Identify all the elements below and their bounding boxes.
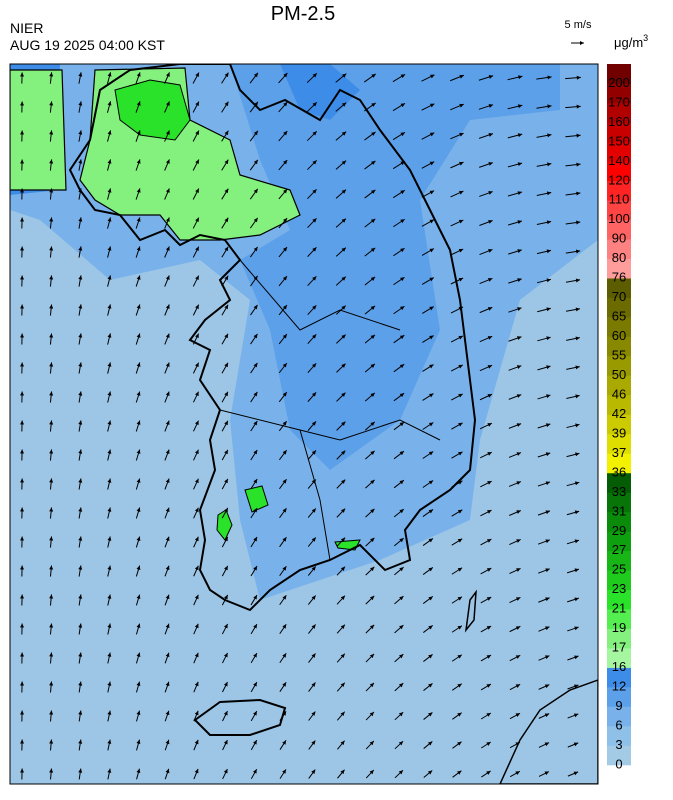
map — [10, 64, 598, 784]
wind-scale-label: 5 m/s — [565, 19, 592, 31]
colorbar-label: 37 — [612, 445, 626, 460]
colorbar-label: 200 — [608, 75, 630, 90]
colorbar-label: 46 — [612, 386, 626, 401]
colorbar: 0369121617192123252729313336373942465055… — [607, 64, 631, 771]
colorbar-label: 80 — [612, 250, 626, 265]
colorbar-label: 6 — [615, 717, 622, 732]
colorbar-label: 120 — [608, 172, 630, 187]
colorbar-label: 42 — [612, 406, 626, 421]
colorbar-label: 50 — [612, 367, 626, 382]
title: PM-2.5 — [271, 3, 335, 25]
colorbar-label: 70 — [612, 289, 626, 304]
colorbar-label: 31 — [612, 503, 626, 518]
colorbar-label: 110 — [609, 192, 630, 207]
colorbar-label: 36 — [612, 464, 626, 479]
colorbar-label: 60 — [612, 328, 626, 343]
colorbar-label: 21 — [612, 601, 626, 616]
colorbar-label: 100 — [608, 211, 630, 226]
colorbar-label: 9 — [615, 698, 622, 713]
colorbar-label: 27 — [612, 542, 626, 557]
colorbar-label: 150 — [608, 133, 630, 148]
colorbar-label: 55 — [612, 348, 626, 363]
colorbar-label: 65 — [612, 309, 626, 324]
timestamp: AUG 19 2025 04:00 KST — [10, 37, 165, 53]
colorbar-label: 140 — [608, 153, 630, 168]
wind-scale-arrow — [571, 41, 584, 45]
unit-exponent: 3 — [643, 33, 648, 43]
colorbar-label: 90 — [612, 231, 626, 246]
colorbar-label: 17 — [612, 640, 626, 655]
colorbar-label: 33 — [612, 484, 626, 499]
colorbar-label: 3 — [615, 737, 622, 752]
colorbar-label: 29 — [612, 523, 626, 538]
colorbar-label: 25 — [612, 562, 626, 577]
colorbar-label: 160 — [608, 114, 630, 129]
colorbar-label: 23 — [612, 581, 626, 596]
colorbar-label: 16 — [612, 659, 626, 674]
colorbar-label: 19 — [612, 620, 626, 635]
colorbar-label: 76 — [612, 270, 626, 285]
unit: μg/m3 — [614, 33, 648, 50]
colorbar-label: 39 — [612, 425, 626, 440]
colorbar-label: 12 — [612, 679, 626, 694]
unit-base: μg/m — [614, 35, 643, 50]
agency: NIER — [10, 20, 43, 36]
colorbar-label: 170 — [608, 94, 630, 109]
colorbar-label: 0 — [615, 756, 622, 771]
